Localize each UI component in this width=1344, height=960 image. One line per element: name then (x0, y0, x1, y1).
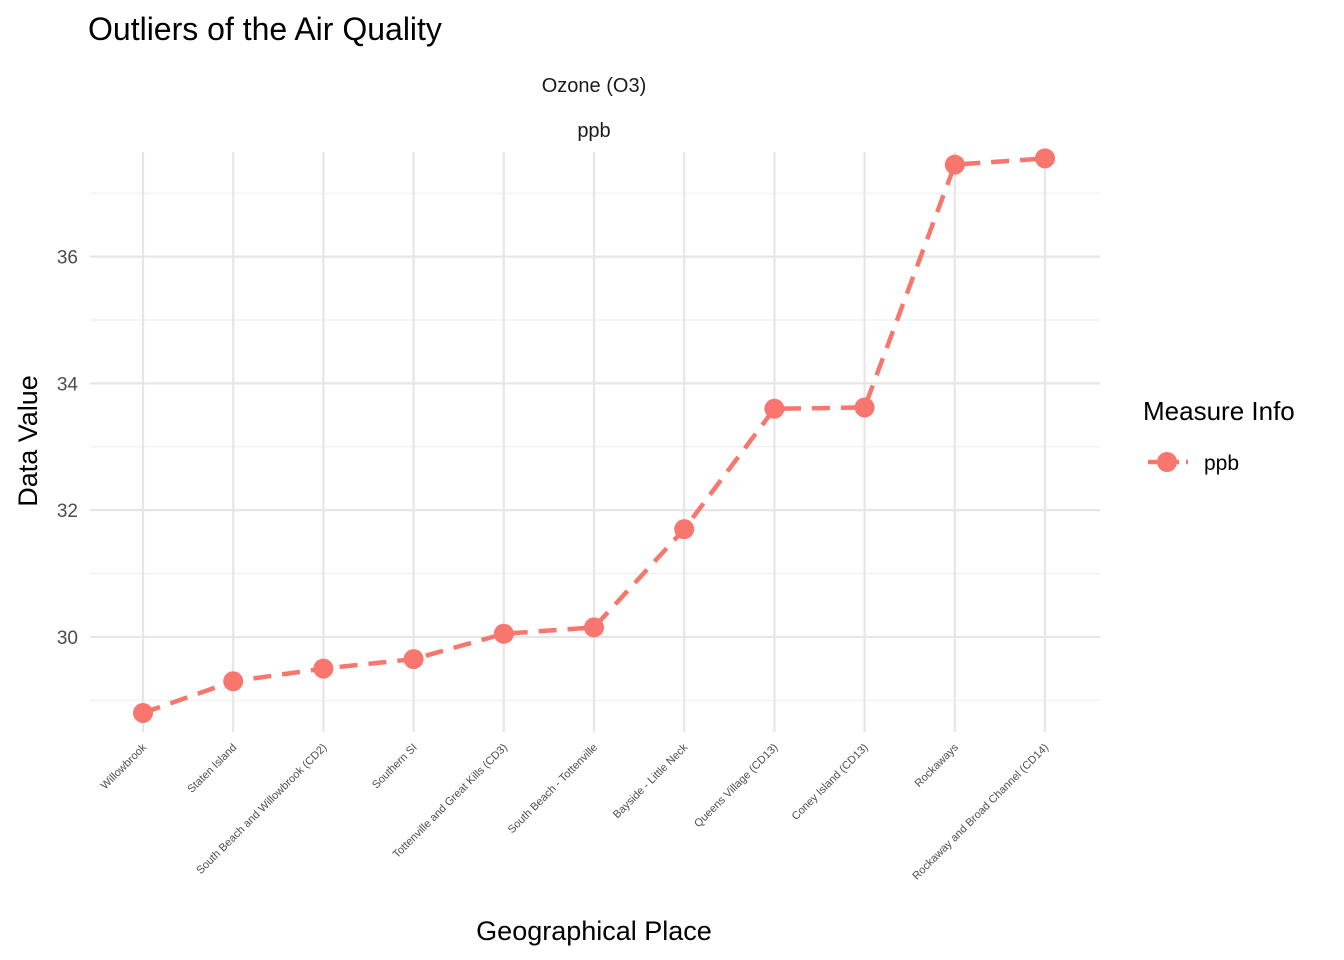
y-tick-label: 36 (57, 248, 78, 269)
facet-label-measure: Ozone (O3) (542, 75, 646, 97)
y-axis-ticks: 30 32 34 36 (57, 248, 79, 649)
x-tick-label: Rockaways (913, 741, 962, 790)
x-tick-label: Willowbrook (99, 741, 150, 792)
data-point (133, 702, 153, 723)
data-point (584, 617, 604, 638)
data-point (313, 658, 334, 679)
x-axis-title: Geographical Place (476, 916, 712, 946)
x-tick-label: Bayside - Little Neck (611, 741, 691, 821)
grid (90, 152, 1100, 732)
x-tick-label: Queens Village (CD13) (692, 742, 780, 830)
legend-title: Measure Info (1143, 396, 1295, 426)
y-tick-label: 30 (57, 628, 78, 649)
legend-label: ppb (1204, 452, 1239, 475)
data-point (403, 649, 424, 670)
data-point (1035, 148, 1055, 169)
x-tick-label: Southern SI (370, 742, 420, 792)
chart-title: Outliers of the Air Quality (88, 11, 442, 47)
x-tick-label: South Beach - Tottenville (506, 742, 600, 836)
legend: Measure Info ppb (1143, 396, 1295, 475)
series-layer (133, 148, 1055, 723)
y-tick-label: 34 (57, 374, 79, 395)
x-tick-label: Coney Island (CD13) (790, 742, 871, 823)
y-tick-label: 32 (57, 501, 78, 522)
y-axis-title: Data Value (13, 375, 43, 507)
data-point (223, 671, 244, 692)
data-point (764, 398, 785, 419)
series-line (142, 156, 1046, 716)
legend-key-point (1157, 452, 1177, 472)
x-tick-label: Staten Island (185, 742, 239, 796)
facet-label-unit: ppb (577, 120, 610, 142)
data-point (674, 519, 695, 540)
data-point (493, 623, 514, 644)
data-point (944, 154, 965, 175)
data-point (854, 397, 875, 418)
